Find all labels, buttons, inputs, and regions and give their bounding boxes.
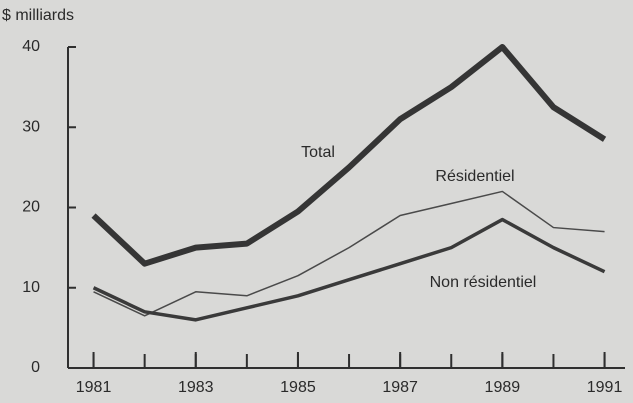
y-tick-label: 0 xyxy=(31,359,40,376)
series-line xyxy=(91,44,607,267)
x-tick-label: 1991 xyxy=(587,379,623,396)
y-tick-label: 10 xyxy=(22,279,40,296)
y-tick-label: 20 xyxy=(22,199,40,216)
x-tick-label: 1985 xyxy=(280,379,316,396)
series-line xyxy=(93,190,605,317)
series-label: Non résidentiel xyxy=(430,274,537,291)
y-tick-label: 30 xyxy=(22,118,40,135)
series-label: Total xyxy=(301,144,335,161)
x-tick-label: 1983 xyxy=(178,379,214,396)
series-line xyxy=(92,217,606,322)
y-tick-label: 40 xyxy=(22,38,40,55)
x-tick-label: 1981 xyxy=(76,379,112,396)
x-tick-label: 1989 xyxy=(485,379,521,396)
x-tick-label: 1987 xyxy=(382,379,418,396)
series-label: Résidentiel xyxy=(435,168,514,185)
y-axis-label: $ milliards xyxy=(2,7,74,24)
